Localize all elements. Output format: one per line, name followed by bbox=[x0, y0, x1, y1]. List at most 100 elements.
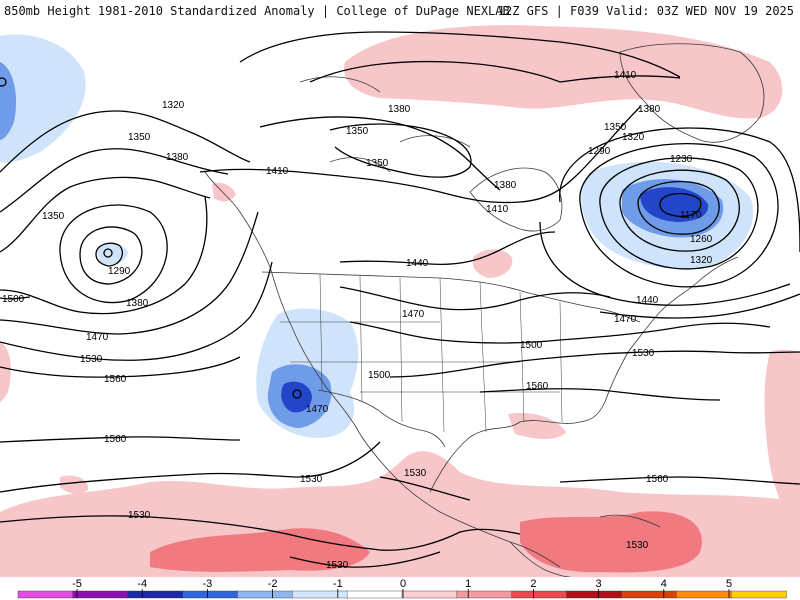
contour-label: 1530 bbox=[128, 510, 151, 521]
colorbar-ticks: -5 -4 -3 -2 -1 0 1 2 3 4 5 bbox=[72, 578, 732, 598]
contour-label: 1500 bbox=[368, 370, 391, 381]
coastline-atlantic bbox=[627, 256, 739, 353]
colorbar-swatch bbox=[17, 590, 74, 599]
contour-label: 1380 bbox=[494, 180, 517, 191]
contour-labels: 1320 1350 1380 1350 1290 1380 1500 1470 … bbox=[2, 70, 713, 571]
contour-1530-central bbox=[389, 350, 800, 378]
contour-label: 1350 bbox=[128, 132, 151, 143]
pos-anomaly-east-pacific bbox=[0, 342, 11, 402]
contour-1530-low-tropic bbox=[289, 551, 441, 568]
colorbar-swatches bbox=[17, 590, 787, 599]
contour-1380-north bbox=[259, 116, 501, 191]
header-bar: 850mb Height 1981-2010 Standardized Anom… bbox=[0, 0, 800, 22]
colorbar-swatch bbox=[456, 590, 513, 599]
height-contours bbox=[0, 31, 800, 568]
contour-gulf-alaska-low-3 bbox=[59, 204, 168, 304]
contour-label: 1530 bbox=[404, 468, 427, 479]
colorbar-swatch bbox=[566, 590, 623, 599]
contour-1500-central bbox=[349, 321, 771, 344]
contour-label: 1560 bbox=[526, 381, 549, 392]
contour-labrador-low-6 bbox=[559, 127, 800, 253]
contour-label: 1410 bbox=[486, 204, 509, 215]
contour-1560-south bbox=[0, 436, 241, 443]
contour-1440-west bbox=[0, 196, 208, 315]
contour-label: 1410 bbox=[614, 70, 637, 81]
low-center-markers bbox=[0, 77, 302, 399]
low-center-nw-pacific bbox=[0, 77, 7, 87]
contour-label: 1560 bbox=[104, 374, 127, 385]
contour-label: 1440 bbox=[406, 258, 429, 269]
anomaly-map: 1320 1350 1380 1350 1290 1380 1500 1470 … bbox=[0, 25, 800, 577]
model-run-info: 12Z GFS | F039 Valid: 03Z WED NOV 19 202… bbox=[497, 4, 794, 18]
contour-labrador-low-4 bbox=[599, 157, 759, 270]
colorbar-tick-label: 0 bbox=[400, 578, 406, 590]
geography-outlines bbox=[204, 43, 765, 577]
colorbar-swatch bbox=[182, 590, 239, 599]
colorbar-swatch bbox=[511, 590, 568, 599]
low-center-gulf-alaska bbox=[103, 248, 113, 258]
neg-anomaly-nw-core bbox=[0, 62, 17, 140]
contour-label: 1440 bbox=[636, 295, 659, 306]
contour-1350-pole bbox=[239, 31, 681, 78]
contour-1530-south bbox=[0, 441, 381, 493]
contour-1470-east bbox=[599, 293, 800, 319]
contour-label: 1530 bbox=[80, 354, 103, 365]
contour-label: 1320 bbox=[622, 132, 645, 143]
colorbar-swatch bbox=[72, 590, 129, 599]
contour-label: 1560 bbox=[104, 434, 127, 445]
anomaly-colorbar: -5 -4 -3 -2 -1 0 1 2 3 4 5 bbox=[17, 578, 787, 599]
colorbar-swatch bbox=[730, 590, 787, 599]
contour-label: 1560 bbox=[646, 474, 669, 485]
contour-1410-east bbox=[559, 75, 681, 83]
pos-anomaly-arctic bbox=[344, 25, 783, 119]
colorbar-tick-label: 2 bbox=[530, 578, 536, 590]
colorbar-tick-label: -2 bbox=[268, 578, 278, 590]
anomaly-shading bbox=[0, 25, 800, 577]
border-us-canada bbox=[261, 271, 641, 323]
colorbar-tick-label: -5 bbox=[72, 578, 82, 590]
contour-label: 1530 bbox=[626, 540, 649, 551]
contour-1470-central bbox=[339, 286, 611, 311]
contour-1320-west bbox=[0, 110, 251, 173]
colorbar-tick-label: -4 bbox=[137, 578, 147, 590]
colorbar-swatch bbox=[292, 590, 348, 599]
coastline-gulf-of-mexico bbox=[429, 351, 629, 493]
contour-1380-pole bbox=[309, 60, 561, 83]
neg-anomaly-california-deep bbox=[281, 381, 312, 413]
contour-1560-east bbox=[559, 476, 800, 485]
contour-label: 1470 bbox=[86, 332, 109, 343]
contour-label: 1410 bbox=[266, 166, 289, 177]
colorbar-tick-label: -1 bbox=[333, 578, 343, 590]
contour-label: 1290 bbox=[108, 266, 131, 277]
contour-label: 1380 bbox=[638, 104, 661, 115]
colorbar-swatch bbox=[127, 590, 184, 599]
contour-1470-west bbox=[0, 211, 259, 335]
contour-label: 1170 bbox=[680, 210, 702, 221]
contour-labrador-low-3 bbox=[619, 169, 740, 252]
contour-label: 1530 bbox=[326, 560, 349, 571]
contour-label: 1350 bbox=[604, 122, 627, 133]
contour-label: 1470 bbox=[614, 314, 637, 325]
neg-anomaly-nw-pacific bbox=[0, 34, 86, 163]
pos-anomaly-atlantic bbox=[764, 349, 800, 542]
contour-label: 1470 bbox=[306, 404, 329, 415]
contour-label: 1350 bbox=[346, 126, 369, 137]
contour-label: 1380 bbox=[126, 298, 149, 309]
pos-anomaly-gulf-south bbox=[508, 412, 566, 439]
colorbar-swatch bbox=[401, 590, 458, 599]
colorbar-swatch bbox=[676, 590, 732, 599]
neg-anomaly-labrador-deep bbox=[640, 187, 709, 222]
contour-gulf-alaska-low-1 bbox=[95, 242, 123, 267]
colorbar-swatch bbox=[237, 590, 293, 599]
contour-1530-west bbox=[0, 261, 273, 361]
contour-label: 1320 bbox=[690, 255, 713, 266]
contour-label: 1470 bbox=[402, 309, 425, 320]
coastline-north-america-west bbox=[204, 171, 561, 568]
contour-label: 1530 bbox=[632, 348, 655, 359]
pos-anomaly-small-pacific bbox=[60, 475, 89, 494]
pos-anomaly-great-lakes bbox=[472, 249, 513, 278]
colorbar-tick-label: 3 bbox=[596, 578, 602, 590]
contour-labrador-low-2 bbox=[637, 180, 720, 235]
contour-label: 1500 bbox=[2, 294, 25, 305]
central-america bbox=[509, 514, 661, 577]
